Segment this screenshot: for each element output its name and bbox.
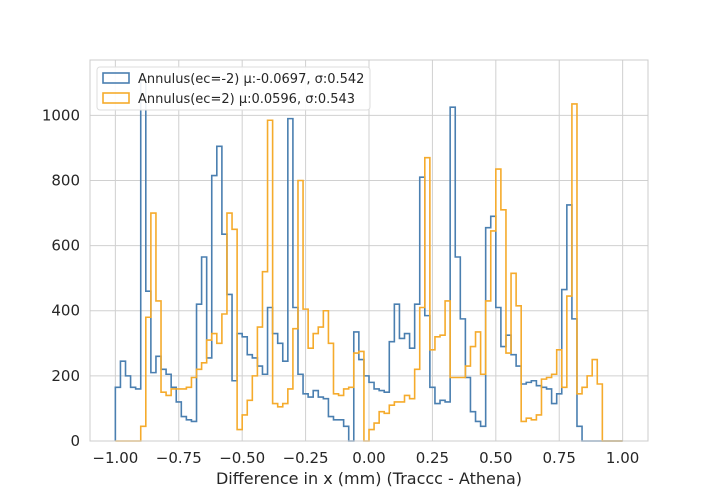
x-tick-label: −0.50 (219, 449, 265, 467)
series-layer (114, 78, 623, 442)
y-tick-label: 200 (51, 367, 80, 385)
series-2-step-line (115, 103, 623, 442)
x-tick-label: −0.25 (283, 449, 329, 467)
legend-label-1: Annulus(ec=-2) μ:-0.0697, σ:0.542 (138, 72, 364, 87)
y-tick-label: 400 (51, 302, 80, 320)
legend: Annulus(ec=-2) μ:-0.0697, σ:0.542 Annulus… (96, 66, 371, 111)
x-axis-label: Difference in x (mm) (Traccc - Athena) (216, 469, 522, 488)
y-tick-label: 1000 (42, 106, 80, 124)
y-tick-label: 0 (70, 432, 80, 450)
legend-swatch-2 (102, 92, 130, 104)
legend-box (96, 66, 371, 111)
y-tick-label: 800 (51, 171, 80, 189)
x-tick-label: 0.25 (416, 449, 449, 467)
y-tick-label: 600 (51, 237, 80, 255)
plot-frame (89, 59, 649, 442)
tick-labels: −1.00 −0.75 −0.50 −0.25 0.00 0.25 0.50 0.75 1.00… (42, 106, 640, 467)
x-tick-label: 0.00 (352, 449, 385, 467)
x-tick-label: 0.75 (543, 449, 576, 467)
x-tick-label: 0.50 (479, 449, 512, 467)
x-tick-label: 1.00 (606, 449, 639, 467)
x-tick-label: −1.00 (92, 449, 138, 467)
legend-swatch-1 (102, 72, 130, 84)
x-tick-label: −0.75 (156, 449, 202, 467)
legend-label-2: Annulus(ec=2) μ:0.0596, σ:0.543 (138, 92, 355, 107)
